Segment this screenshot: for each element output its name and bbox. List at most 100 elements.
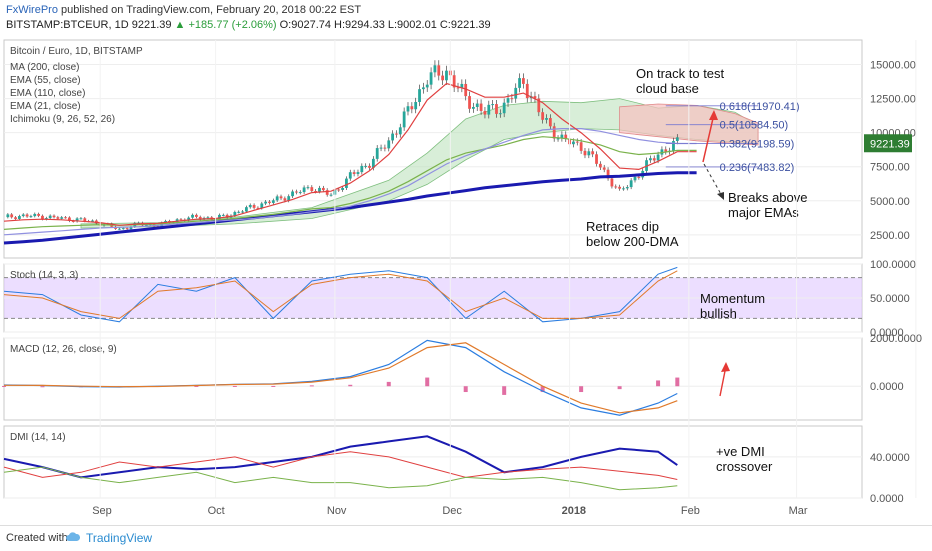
candle-body [441,75,445,81]
candle-body [264,201,268,204]
y-tick-label: 0.0000 [870,493,904,505]
tradingview-brand[interactable]: TradingView [86,531,153,545]
macd-up-arrow-head [721,362,730,372]
annotation-momentum-line1: Momentum [700,291,765,306]
candle-body [387,140,391,149]
candle-body [225,214,229,218]
macd-histogram-bar [463,386,468,393]
candle-body [244,207,248,212]
symbol-label: BITSTAMP:BTCEUR, 1D [6,19,129,31]
candle-body [460,83,464,88]
macd-histogram-bar [232,385,237,387]
dmi-adx-line [3,435,678,479]
candle-body [310,187,314,191]
candle-body [656,154,660,161]
candle-body [514,87,518,99]
publisher-name[interactable]: FxWirePro [6,4,58,16]
candle-body [337,189,341,191]
chart-area[interactable]: 15000.00 12500.00 10000.00 7500.00 5000.00 25… [0,36,932,524]
candle-body [298,192,302,194]
fib-level-label: 0.236(7483.82) [720,162,795,174]
candle-body [445,70,448,81]
candle-body [525,83,529,99]
candle-body [295,191,298,193]
y-tick-label: 40.0000 [870,452,910,464]
candle-body [348,172,352,179]
x-tick-label: Dec [442,505,462,517]
y-tick-label: 50.0000 [870,293,910,305]
candle-body [306,187,310,189]
created-with-text: Created with [6,532,68,544]
candle-body [506,98,510,103]
candle-body [252,205,256,208]
candle-body [356,172,360,174]
price-value: 9221.39 [131,19,172,31]
candle-body [6,214,10,218]
candle-body [498,113,502,115]
candle-body [545,118,548,120]
candle-body [329,194,333,196]
x-tick-label: Sep [92,505,112,517]
candle-body [144,224,148,226]
candle-body [533,96,537,99]
candle-body [610,178,614,187]
candle-body [664,149,668,152]
candle-body [421,87,425,90]
candle-body [56,217,60,219]
candle-body [522,78,525,84]
candle-body [60,217,64,219]
macd-histogram-bar [540,386,545,393]
macd-signal-line [3,342,678,414]
y-tick-label: 0.0000 [870,381,904,393]
candle-body [468,96,471,109]
candle-body [575,141,579,143]
symbol-line: BITSTAMP:BTCEUR, 1D 9221.39 ▲ +185.77 (+… [6,19,491,31]
fib-level-label: 0.5(10584.50) [720,120,789,132]
candle-body [268,201,271,203]
candle-body [33,213,37,217]
candle-body [675,137,679,141]
y-tick-label: 15000.00 [870,60,916,72]
candle-body [321,187,325,191]
x-tick-label: Nov [327,505,347,517]
annotation-momentum-line2: bullish [700,306,737,321]
y-tick-label: 2000.0000 [870,333,922,345]
candle-body [629,180,633,188]
x-tick-label: Feb [681,505,700,517]
macd-histogram-bar [40,386,45,388]
macd-histogram-bar [348,384,353,387]
candle-body [518,78,521,88]
candle-body [429,72,433,85]
annotation-dmi-line1: +ve DMI [716,444,765,459]
y-tick-label: 10000.00 [870,128,916,140]
y-tick-label: 2500.00 [870,230,910,242]
last-price-box [864,134,912,153]
candle-body [602,167,606,170]
candle-body [10,214,14,218]
candle-body [360,165,364,173]
candle-body [275,196,279,201]
candle-body [495,104,498,114]
y-tick-label: 7500.00 [870,162,910,174]
candle-body [391,133,395,141]
chart-title: Bitcoin / Euro, 1D, BITSTAMP [10,46,143,57]
macd-histogram-bar [386,381,391,387]
stoch-d-line [3,270,678,319]
candle-body [410,106,414,110]
macd-histogram-bar [2,385,6,387]
candle-body [318,187,321,192]
macd-histogram-bar [656,380,661,387]
last-price-label: 9221.39 [870,138,910,150]
series-line-ema-110-close- [3,127,697,236]
series-line-ma-200-close- [3,171,697,245]
candle-body [314,190,318,192]
candle-body [352,172,356,174]
candle-body [37,213,41,216]
macd-histogram-bar [194,385,199,387]
candle-body [652,158,656,161]
candle-body [125,228,129,230]
fib-level-label: 0.618(11970.41) [720,101,800,113]
stoch-title: Stoch (14, 3, 3) [10,270,78,281]
candle-body [375,148,379,159]
macd-histogram-bar [425,377,430,387]
